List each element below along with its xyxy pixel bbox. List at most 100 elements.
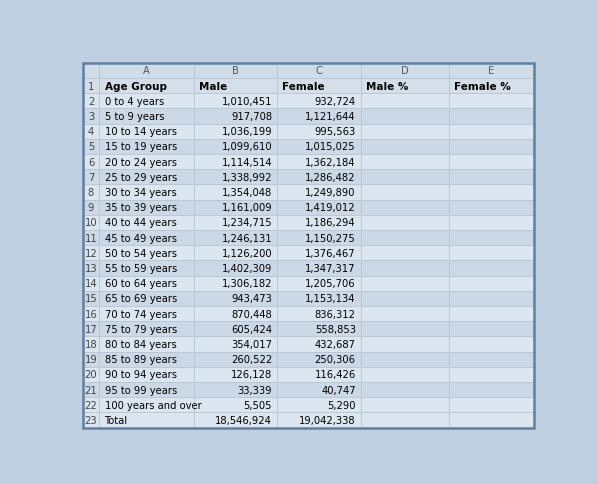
Text: 260,522: 260,522	[231, 354, 272, 364]
Bar	[83, 246, 99, 261]
Text: 432,687: 432,687	[315, 339, 356, 349]
Bar	[194, 261, 277, 276]
Bar	[83, 64, 99, 79]
Bar	[277, 412, 361, 428]
Text: 10: 10	[85, 218, 97, 228]
Text: E: E	[489, 66, 495, 76]
Text: 5,290: 5,290	[327, 400, 356, 410]
Bar	[277, 109, 361, 124]
Bar	[99, 367, 194, 382]
Bar	[83, 291, 99, 306]
Text: 7: 7	[88, 172, 94, 182]
Text: 1,186,294: 1,186,294	[305, 218, 356, 228]
Bar	[448, 367, 535, 382]
Bar	[194, 79, 277, 94]
Bar	[99, 230, 194, 246]
Bar	[83, 94, 99, 109]
Bar	[448, 397, 535, 412]
Bar	[194, 64, 277, 79]
Bar	[277, 124, 361, 139]
Bar	[83, 185, 99, 200]
Bar	[361, 291, 448, 306]
Text: 995,563: 995,563	[315, 127, 356, 137]
Text: 1,121,644: 1,121,644	[305, 112, 356, 122]
Text: 18,546,924: 18,546,924	[215, 415, 272, 425]
Text: 116,426: 116,426	[315, 370, 356, 379]
Bar	[448, 337, 535, 352]
Bar	[99, 155, 194, 170]
Text: 25 to 29 years: 25 to 29 years	[105, 172, 177, 182]
Bar	[99, 337, 194, 352]
Text: 1,036,199: 1,036,199	[221, 127, 272, 137]
Bar	[448, 261, 535, 276]
Text: 22: 22	[84, 400, 97, 410]
Text: 1,347,317: 1,347,317	[305, 263, 356, 273]
Bar	[361, 382, 448, 397]
Text: 1,015,025: 1,015,025	[305, 142, 356, 152]
Text: 9: 9	[88, 203, 94, 213]
Bar	[277, 382, 361, 397]
Bar	[361, 155, 448, 170]
Bar	[277, 200, 361, 215]
Bar	[194, 155, 277, 170]
Bar	[361, 200, 448, 215]
Text: 558,853: 558,853	[315, 324, 356, 334]
Bar	[194, 200, 277, 215]
Text: 354,017: 354,017	[231, 339, 272, 349]
Text: D: D	[401, 66, 408, 76]
Bar	[194, 109, 277, 124]
Bar	[99, 291, 194, 306]
Bar	[277, 215, 361, 230]
Bar	[83, 337, 99, 352]
Text: Female: Female	[282, 81, 325, 91]
Bar	[277, 367, 361, 382]
Bar	[448, 64, 535, 79]
Bar	[448, 230, 535, 246]
Text: Male %: Male %	[366, 81, 408, 91]
Bar	[361, 215, 448, 230]
Bar	[99, 276, 194, 291]
Text: 40,747: 40,747	[321, 385, 356, 395]
Bar	[194, 321, 277, 337]
Text: 1,338,992: 1,338,992	[222, 172, 272, 182]
Bar	[83, 261, 99, 276]
Text: 250,306: 250,306	[315, 354, 356, 364]
Bar	[194, 337, 277, 352]
Bar	[277, 261, 361, 276]
Bar	[83, 200, 99, 215]
Bar	[99, 412, 194, 428]
Text: 3: 3	[88, 112, 94, 122]
Bar	[83, 170, 99, 185]
Bar	[448, 382, 535, 397]
Text: Male: Male	[199, 81, 227, 91]
Bar	[361, 337, 448, 352]
Bar	[361, 261, 448, 276]
Bar	[194, 124, 277, 139]
Bar	[448, 124, 535, 139]
Bar	[277, 276, 361, 291]
Bar	[448, 412, 535, 428]
Text: 19: 19	[84, 354, 97, 364]
Text: 6: 6	[88, 157, 94, 167]
Bar	[361, 367, 448, 382]
Text: 20 to 24 years: 20 to 24 years	[105, 157, 176, 167]
Bar	[194, 246, 277, 261]
Bar	[99, 215, 194, 230]
Text: Total: Total	[105, 415, 128, 425]
Bar	[448, 276, 535, 291]
Bar	[194, 185, 277, 200]
Text: 65 to 69 years: 65 to 69 years	[105, 294, 177, 304]
Bar	[277, 64, 361, 79]
Text: 95 to 99 years: 95 to 99 years	[105, 385, 177, 395]
Text: 836,312: 836,312	[315, 309, 356, 319]
Bar	[99, 185, 194, 200]
Text: 23: 23	[85, 415, 97, 425]
Bar	[194, 412, 277, 428]
Bar	[448, 170, 535, 185]
Bar	[361, 124, 448, 139]
Bar	[361, 185, 448, 200]
Bar	[99, 246, 194, 261]
Bar	[277, 321, 361, 337]
Bar	[277, 170, 361, 185]
Bar	[99, 124, 194, 139]
